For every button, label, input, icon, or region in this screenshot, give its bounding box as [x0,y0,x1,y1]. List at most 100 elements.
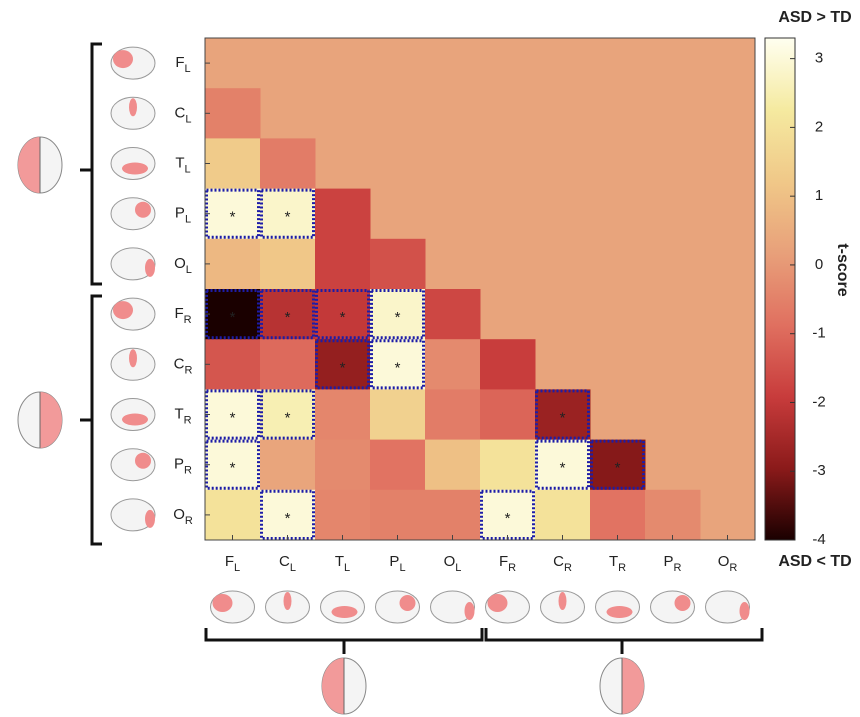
significance-marker: * [230,209,236,226]
label-subscript: L [399,562,405,574]
significance-marker: * [285,409,291,426]
significance-border [315,339,370,390]
label-letter: P [175,205,185,222]
x-tick-label: TL [335,553,350,574]
significance-marker: * [230,409,236,426]
brain-region [113,50,133,69]
heatmap-cell [205,439,261,491]
hemisphere-highlight [622,658,644,714]
label-letter: C [279,553,290,570]
significance-border [260,389,315,440]
significance-marker: * [230,309,236,326]
heatmap-cell [205,88,261,139]
significance-marker: * [615,460,621,477]
label-letter: F [174,305,183,322]
colorbar-tick-label: -2 [812,393,825,410]
significance-border [535,389,590,440]
significance-border [205,289,260,340]
brain-outline [110,498,156,532]
label-subscript: R [564,562,572,574]
brain-region [122,413,148,426]
row-brain-icon [110,498,156,532]
heatmap-cell [535,439,591,491]
bottom-label: ASD < TD [778,553,851,570]
heatmap-cell [315,289,371,340]
label-letter: F [225,553,234,570]
heatmap-cell [205,339,261,390]
y-tick-label: TR [174,405,191,426]
label-subscript: R [729,562,737,574]
column-brain-icon [705,590,750,624]
row-brain-icon [110,96,156,130]
label-letter: C [553,553,564,570]
row-brain-icon [110,297,156,331]
row-brain-icon [110,347,156,381]
significance-marker: * [395,359,401,376]
hemisphere-icon [17,136,63,194]
column-brain-icon [320,590,365,624]
brain-region [135,452,151,469]
x-tick-label: CL [279,553,296,574]
y-tick-label: OR [173,506,193,527]
significance-marker: * [230,460,236,477]
brain-outline [430,590,475,624]
y-tick-label: TL [175,154,190,175]
heatmap-cell [315,439,371,491]
colorbar-label: t-score [834,243,851,296]
significance-marker: * [285,510,291,527]
heatmap-cell [370,489,426,541]
label-subscript: R [184,414,192,426]
brain-region [122,162,148,175]
brain-region [283,592,292,610]
significance-marker: * [340,309,346,326]
heatmap-cell [315,389,371,441]
brain-region [145,509,155,528]
label-subscript: R [184,465,192,477]
label-subscript: L [185,113,191,125]
brain-region [135,201,151,218]
row-brain-icon [110,398,156,431]
heatmap-cell [370,389,426,441]
heatmap-cell [535,389,591,441]
heatmap-cell [535,489,591,541]
brain-outline [110,247,156,281]
brain-region [129,98,137,117]
y-tick-label: OL [174,255,192,276]
heatmap-cell [425,439,481,491]
heatmap-cell [425,489,481,541]
colorbar-tick-label: 2 [815,118,823,135]
row-brain-icon [110,197,156,231]
label-letter: C [175,104,186,121]
label-letter: T [174,405,183,422]
label-subscript: R [185,515,193,527]
y-tick-label: FL [175,54,190,75]
y-tick-label: CR [174,355,193,376]
brain-region [674,595,691,611]
label-subscript: L [185,163,191,175]
significance-border [260,289,315,340]
brain-region [606,606,633,618]
brain-region [464,602,475,620]
brain-region [399,595,416,611]
significance-border [205,389,260,440]
row-brain-icon [110,46,156,80]
top-label: ASD > TD [778,9,851,26]
heatmap-cell [425,389,481,441]
significance-border [315,289,370,340]
label-letter: P [389,553,399,570]
brain-region [113,301,133,320]
heatmap-cell [480,389,536,441]
brain-outline [705,590,750,624]
y-tick-label: PL [175,205,191,226]
label-subscript: L [290,562,296,574]
heatmap-cell [260,389,316,441]
significance-marker: * [285,209,291,226]
row-brain-icon [110,247,156,281]
row-brain-icon [110,448,156,482]
heatmap-cell [260,339,316,390]
heatmap-cell [480,339,536,390]
heatmap-cell [480,439,536,491]
colorbar-tick-label: 0 [815,256,823,273]
x-tick-label: FL [225,553,240,574]
